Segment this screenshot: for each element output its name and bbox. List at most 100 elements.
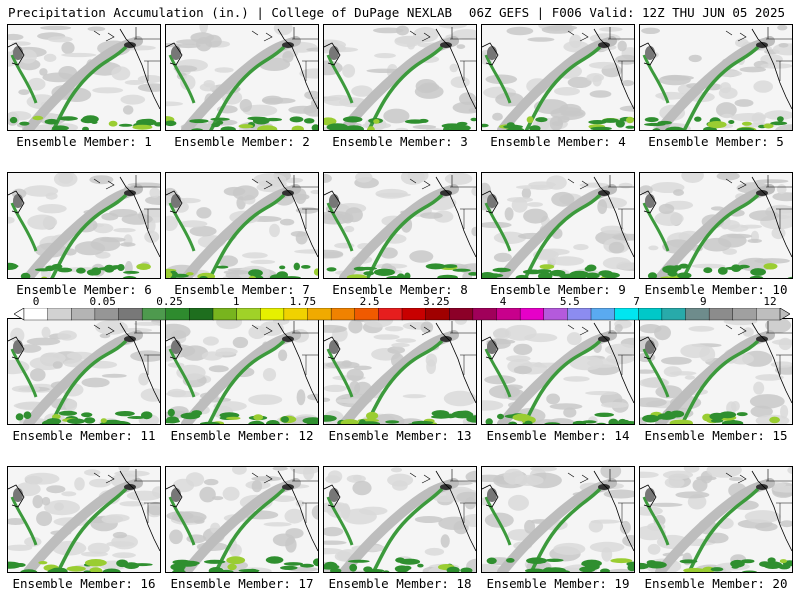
precip-coastal-band <box>326 202 354 252</box>
precip-light-area <box>744 510 781 524</box>
precip-light-area <box>604 343 634 356</box>
ensemble-member-label: Ensemble Member: 18 <box>328 576 472 591</box>
border-line <box>608 321 634 334</box>
precip-light-area <box>95 320 128 335</box>
precip-heavy-spot <box>171 46 181 60</box>
border-line <box>134 469 160 482</box>
precip-light-area <box>648 502 683 507</box>
precip-map <box>324 467 476 572</box>
precip-tropical-cell <box>529 125 541 130</box>
precip-tropical-cell <box>460 567 473 572</box>
ensemble-member-label: Ensemble Member: 19 <box>486 576 630 591</box>
precip-light-area <box>557 115 570 123</box>
precip-tropical-cell <box>549 269 566 277</box>
precip-light-area <box>684 375 696 380</box>
precip-tropical-cell <box>347 559 370 563</box>
precip-tropical-cell <box>8 264 19 268</box>
precip-tropical-cell <box>220 126 236 130</box>
precip-coastal-band <box>484 202 512 252</box>
precip-light-area <box>603 489 634 499</box>
precip-light-area <box>412 124 437 130</box>
precip-light-area <box>126 490 160 501</box>
precip-tropical-cell <box>313 268 318 276</box>
precip-coastal-band <box>168 202 196 252</box>
coastline <box>251 30 273 42</box>
precip-map <box>482 25 634 130</box>
precip-tropical-cell <box>770 121 788 126</box>
precip-light-area <box>306 47 318 52</box>
precip-tropical-cell <box>665 126 685 130</box>
precip-tropical-cell <box>459 410 472 418</box>
precip-light-area <box>415 79 438 94</box>
border-line <box>292 27 318 40</box>
precip-light-area <box>530 467 557 472</box>
coastline <box>482 484 499 508</box>
border-line <box>766 321 792 334</box>
precip-light-area <box>27 214 58 230</box>
coastline <box>725 30 747 42</box>
precip-map <box>640 319 792 424</box>
precip-light-area <box>409 250 434 263</box>
colorbar-swatch <box>354 308 379 321</box>
precip-light-area <box>24 472 60 485</box>
precip-light-area <box>461 514 476 527</box>
precip-light-area <box>504 207 514 221</box>
precip-tropical-cell <box>340 419 360 424</box>
precip-tropical-cell <box>342 116 363 123</box>
precip-light-area <box>363 319 394 328</box>
precip-light-area <box>232 336 249 349</box>
map-panel <box>7 318 161 425</box>
precip-tropical-cell <box>544 558 564 562</box>
precip-light-area <box>778 337 792 351</box>
precip-tropical-cell <box>588 120 607 125</box>
border-line <box>144 354 160 375</box>
precip-light-area <box>640 185 653 195</box>
precip-tropical-cell <box>425 263 446 270</box>
precip-tropical-cell <box>82 126 89 130</box>
precip-light-area <box>681 173 704 183</box>
precip-light-area <box>232 467 247 475</box>
colorbar-swatch <box>401 308 427 321</box>
precip-tropical-cell <box>166 419 180 424</box>
precip-tropical-cell <box>375 269 394 276</box>
precip-tropical-cell <box>569 270 590 278</box>
precip-tropical-cell <box>657 120 672 125</box>
colorbar-swatch <box>472 308 498 321</box>
precip-light-area <box>727 233 752 239</box>
precip-coastal-band <box>168 54 196 104</box>
precip-light-area <box>506 26 534 36</box>
precip-tropical-cell <box>544 422 561 424</box>
precip-tropical-cell <box>167 408 175 417</box>
colorbar-legend: 0 0.05 0.25 1 1.75 2.5 3.25 4 5.5 7 9 12 <box>14 296 790 322</box>
precip-front-band <box>49 339 128 424</box>
precip-tropical-cell <box>652 128 661 130</box>
precip-light-area <box>658 203 675 214</box>
coastline <box>251 324 273 336</box>
precip-light-area <box>608 241 625 254</box>
precip-light-area <box>775 124 792 130</box>
coastline <box>593 322 634 404</box>
precip-light-area <box>251 480 263 493</box>
precip-light-area <box>716 102 737 118</box>
colorbar-swatch <box>685 308 710 321</box>
precip-coastal-band <box>642 202 670 252</box>
precip-light-area <box>739 66 766 73</box>
coastline <box>119 28 160 110</box>
precip-light-area <box>612 233 634 241</box>
coastline <box>751 176 792 258</box>
precip-tropical-cell <box>81 412 93 418</box>
precip-light-area <box>622 535 634 547</box>
ensemble-member-label: Ensemble Member: 13 <box>328 428 472 443</box>
precip-light-area <box>289 467 318 475</box>
border-line <box>766 27 792 40</box>
colorbar-swatch <box>590 308 616 321</box>
coastline <box>593 470 634 552</box>
coastline <box>277 28 318 110</box>
colorbar-swatch <box>708 308 734 321</box>
precip-light-area <box>299 68 318 79</box>
precip-front-band <box>207 193 286 278</box>
precip-coastal-band <box>10 496 38 546</box>
precip-tropical-cell <box>166 271 173 278</box>
precip-light-area <box>601 402 629 408</box>
coastline <box>435 176 476 258</box>
